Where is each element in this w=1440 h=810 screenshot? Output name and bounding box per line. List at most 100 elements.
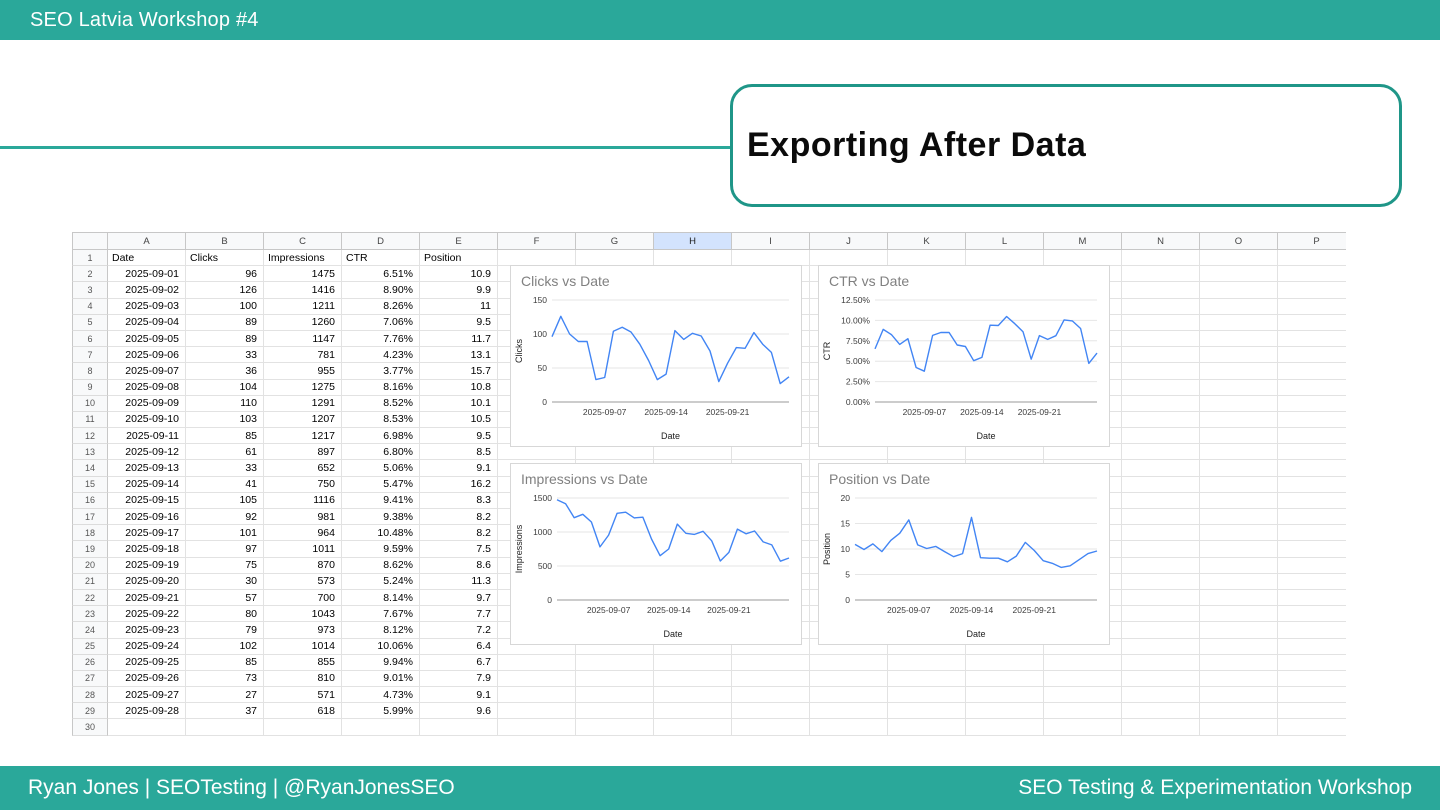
cell-C16: 1116 [264, 492, 342, 509]
cell-B10: 110 [186, 395, 264, 412]
cell-A21: 2025-09-20 [108, 573, 186, 590]
cell-A14: 2025-09-13 [108, 460, 186, 477]
cell-D15: 5.47% [342, 476, 420, 493]
cell-I28 [732, 687, 810, 704]
cell-L26 [966, 654, 1044, 671]
cell-H26 [654, 654, 732, 671]
row-number-30: 30 [72, 719, 108, 736]
cell-P16 [1278, 493, 1346, 509]
cell-P17 [1278, 509, 1346, 526]
cell-G11 [576, 411, 654, 429]
cell-J23 [810, 606, 888, 623]
cell-J2 [810, 266, 888, 283]
cell-P10 [1278, 396, 1346, 412]
cell-A23: 2025-09-22 [108, 606, 186, 623]
cell-C3: 1416 [264, 282, 342, 299]
cell-P23 [1278, 606, 1346, 623]
cell-P11 [1278, 412, 1346, 429]
cell-N5 [1122, 314, 1200, 331]
cell-L29 [966, 703, 1044, 720]
cell-N4 [1122, 298, 1200, 315]
row-number-5: 5 [72, 314, 108, 331]
cell-D2: 6.51% [342, 266, 420, 283]
cell-K24 [888, 622, 966, 639]
row-number-28: 28 [72, 687, 108, 704]
cell-F17 [498, 509, 576, 526]
cell-M6 [1044, 330, 1122, 348]
cell-M3 [1044, 282, 1122, 299]
cell-K27 [888, 670, 966, 688]
cell-L20 [966, 557, 1044, 574]
cell-J3 [810, 282, 888, 299]
cell-M15 [1044, 476, 1122, 493]
cell-O7 [1200, 347, 1278, 364]
cell-B29: 37 [186, 703, 264, 720]
cell-H15 [654, 476, 732, 493]
cell-E26: 6.7 [420, 654, 498, 671]
cell-N7 [1122, 347, 1200, 364]
cell-O5 [1200, 314, 1278, 331]
cell-H3 [654, 282, 732, 299]
cell-D10: 8.52% [342, 395, 420, 412]
cell-L14 [966, 460, 1044, 477]
cell-G28 [576, 687, 654, 704]
cell-A25: 2025-09-24 [108, 638, 186, 655]
cell-C28: 571 [264, 687, 342, 704]
cell-N27 [1122, 670, 1200, 688]
row-number-10: 10 [72, 395, 108, 412]
cell-M22 [1044, 589, 1122, 607]
cell-N25 [1122, 638, 1200, 655]
cell-A7: 2025-09-06 [108, 347, 186, 364]
cell-K19 [888, 541, 966, 558]
cell-I20 [732, 557, 810, 574]
column-header-G: G [576, 232, 654, 250]
cell-J11 [810, 411, 888, 429]
cell-O15 [1200, 476, 1278, 493]
cell-G30 [576, 719, 654, 736]
cell-B25: 102 [186, 638, 264, 655]
cell-O14 [1200, 460, 1278, 477]
workshop-label: SEO Latvia Workshop #4 [30, 8, 259, 31]
cell-F20 [498, 557, 576, 574]
cell-P20 [1278, 558, 1346, 574]
cell-M17 [1044, 509, 1122, 526]
cell-F7 [498, 347, 576, 364]
cell-M1 [1044, 250, 1122, 267]
cell-A22: 2025-09-21 [108, 589, 186, 607]
cell-F21 [498, 573, 576, 590]
cell-H10 [654, 395, 732, 412]
title-divider-line [0, 146, 748, 149]
cell-J29 [810, 703, 888, 720]
cell-B19: 97 [186, 541, 264, 558]
cell-D7: 4.23% [342, 347, 420, 364]
cell-I23 [732, 606, 810, 623]
cell-G15 [576, 476, 654, 493]
cell-I22 [732, 589, 810, 607]
cell-C5: 1260 [264, 314, 342, 331]
cell-G10 [576, 395, 654, 412]
cell-P19 [1278, 541, 1346, 558]
cell-D27: 9.01% [342, 670, 420, 688]
cell-O24 [1200, 622, 1278, 639]
cell-G5 [576, 314, 654, 331]
cell-J24 [810, 622, 888, 639]
cell-E9: 10.8 [420, 379, 498, 396]
cell-I11 [732, 411, 810, 429]
cell-O25 [1200, 638, 1278, 655]
cell-D30 [342, 719, 420, 736]
column-header-L: L [966, 232, 1044, 250]
cell-E3: 9.9 [420, 282, 498, 299]
cell-P29 [1278, 703, 1346, 720]
cell-F19 [498, 541, 576, 558]
cell-H5 [654, 314, 732, 331]
cell-J10 [810, 395, 888, 412]
cell-A12: 2025-09-11 [108, 428, 186, 445]
cell-C1: Impressions [264, 250, 342, 267]
cell-N14 [1122, 460, 1200, 477]
cell-G13 [576, 444, 654, 461]
cell-C21: 573 [264, 573, 342, 590]
column-header-M: M [1044, 232, 1122, 250]
cell-D23: 7.67% [342, 606, 420, 623]
cell-E30 [420, 719, 498, 736]
cell-B8: 36 [186, 363, 264, 380]
